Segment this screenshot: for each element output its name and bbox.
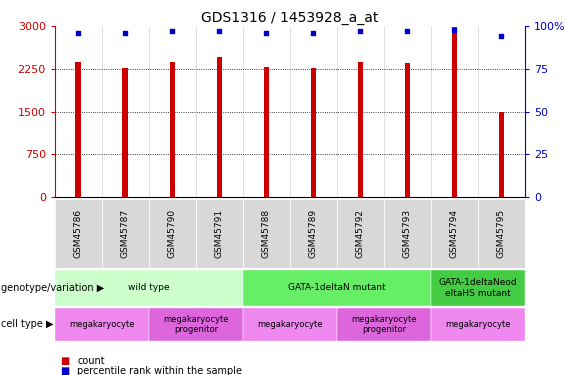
Text: GSM45786: GSM45786 — [74, 209, 83, 258]
Bar — [451, 27, 457, 197]
Bar — [170, 62, 175, 197]
FancyBboxPatch shape — [290, 199, 337, 268]
FancyBboxPatch shape — [102, 199, 149, 268]
Point — [168, 28, 177, 34]
Text: GATA-1deltaNeod
eltaHS mutant: GATA-1deltaNeod eltaHS mutant — [438, 278, 517, 297]
Text: count: count — [77, 356, 105, 366]
Point — [356, 28, 365, 34]
Text: GSM45792: GSM45792 — [356, 209, 365, 258]
Text: percentile rank within the sample: percentile rank within the sample — [77, 366, 242, 375]
Text: GSM45789: GSM45789 — [309, 209, 318, 258]
FancyBboxPatch shape — [243, 270, 431, 306]
Text: GSM45790: GSM45790 — [168, 209, 177, 258]
FancyBboxPatch shape — [478, 199, 525, 268]
Text: megakaryocyte
progenitor: megakaryocyte progenitor — [163, 315, 229, 334]
FancyBboxPatch shape — [149, 308, 243, 341]
Text: GSM45787: GSM45787 — [121, 209, 130, 258]
Bar — [263, 67, 269, 197]
FancyBboxPatch shape — [337, 308, 431, 341]
Text: ■: ■ — [60, 356, 69, 366]
Bar — [123, 68, 128, 197]
Text: GATA-1deltaN mutant: GATA-1deltaN mutant — [288, 284, 386, 292]
Text: GDS1316 / 1453928_a_at: GDS1316 / 1453928_a_at — [201, 11, 379, 25]
Text: wild type: wild type — [128, 284, 170, 292]
Text: GSM45793: GSM45793 — [403, 209, 412, 258]
FancyBboxPatch shape — [243, 199, 290, 268]
FancyBboxPatch shape — [243, 308, 337, 341]
Point — [309, 30, 318, 36]
Bar — [216, 57, 222, 197]
Point — [497, 33, 506, 39]
Point — [121, 30, 130, 36]
FancyBboxPatch shape — [196, 199, 243, 268]
FancyBboxPatch shape — [337, 199, 384, 268]
Bar — [405, 63, 410, 197]
FancyBboxPatch shape — [55, 270, 243, 306]
Bar — [311, 68, 316, 197]
Text: genotype/variation ▶: genotype/variation ▶ — [1, 283, 104, 293]
Text: megakaryocyte: megakaryocyte — [69, 320, 134, 329]
Bar — [76, 62, 81, 197]
Point — [215, 28, 224, 34]
FancyBboxPatch shape — [149, 199, 196, 268]
FancyBboxPatch shape — [384, 199, 431, 268]
Text: megakaryocyte
progenitor: megakaryocyte progenitor — [351, 315, 416, 334]
Text: GSM45794: GSM45794 — [450, 209, 459, 258]
Point — [74, 30, 83, 36]
Bar — [498, 112, 504, 197]
Text: GSM45788: GSM45788 — [262, 209, 271, 258]
Text: megakaryocyte: megakaryocyte — [257, 320, 323, 329]
FancyBboxPatch shape — [431, 199, 478, 268]
FancyBboxPatch shape — [431, 308, 525, 341]
Text: megakaryocyte: megakaryocyte — [445, 320, 511, 329]
Point — [403, 28, 412, 34]
Text: GSM45795: GSM45795 — [497, 209, 506, 258]
FancyBboxPatch shape — [431, 270, 525, 306]
Point — [262, 30, 271, 36]
Text: cell type ▶: cell type ▶ — [1, 320, 53, 329]
FancyBboxPatch shape — [55, 199, 102, 268]
Text: ■: ■ — [60, 366, 69, 375]
FancyBboxPatch shape — [55, 308, 149, 341]
Point — [450, 27, 459, 33]
Bar — [358, 62, 363, 197]
Text: GSM45791: GSM45791 — [215, 209, 224, 258]
